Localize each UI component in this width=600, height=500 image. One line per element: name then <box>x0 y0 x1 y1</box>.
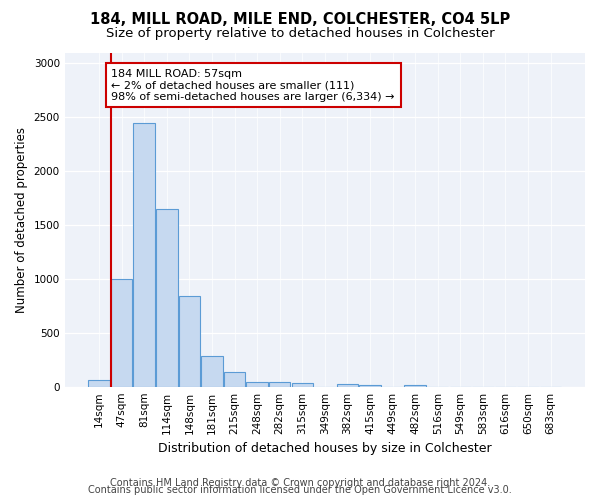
Text: Contains public sector information licensed under the Open Government Licence v3: Contains public sector information licen… <box>88 485 512 495</box>
Bar <box>133 122 155 386</box>
X-axis label: Distribution of detached houses by size in Colchester: Distribution of detached houses by size … <box>158 442 491 455</box>
Bar <box>201 356 223 386</box>
Bar <box>179 296 200 386</box>
Bar <box>88 380 110 386</box>
Y-axis label: Number of detached properties: Number of detached properties <box>15 126 28 312</box>
Text: 184 MILL ROAD: 57sqm
← 2% of detached houses are smaller (111)
98% of semi-detac: 184 MILL ROAD: 57sqm ← 2% of detached ho… <box>112 68 395 102</box>
Bar <box>337 384 358 386</box>
Bar <box>269 382 290 386</box>
Text: Size of property relative to detached houses in Colchester: Size of property relative to detached ho… <box>106 28 494 40</box>
Bar <box>404 384 426 386</box>
Bar <box>247 382 268 386</box>
Text: 184, MILL ROAD, MILE END, COLCHESTER, CO4 5LP: 184, MILL ROAD, MILE END, COLCHESTER, CO… <box>90 12 510 28</box>
Bar <box>292 383 313 386</box>
Text: Contains HM Land Registry data © Crown copyright and database right 2024.: Contains HM Land Registry data © Crown c… <box>110 478 490 488</box>
Bar <box>359 385 381 386</box>
Bar <box>224 372 245 386</box>
Bar <box>111 279 133 386</box>
Bar <box>156 209 178 386</box>
